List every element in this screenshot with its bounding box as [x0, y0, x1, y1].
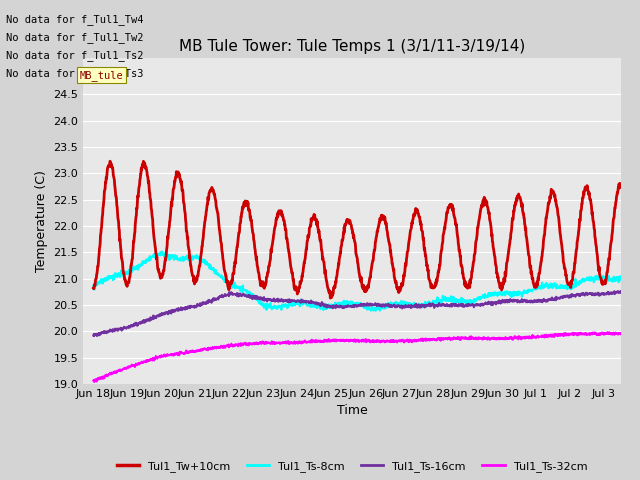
- Text: No data for f_Tul1_Tw2: No data for f_Tul1_Tw2: [6, 32, 144, 43]
- X-axis label: Time: Time: [337, 405, 367, 418]
- Text: No data for f_Tul1_Ts2: No data for f_Tul1_Ts2: [6, 50, 144, 61]
- Text: No data for f_Tul1_Tw4: No data for f_Tul1_Tw4: [6, 13, 144, 24]
- Y-axis label: Temperature (C): Temperature (C): [35, 170, 48, 272]
- Text: No data for f_Tul1_Ts3: No data for f_Tul1_Ts3: [6, 68, 144, 79]
- Legend: Tul1_Tw+10cm, Tul1_Ts-8cm, Tul1_Ts-16cm, Tul1_Ts-32cm: Tul1_Tw+10cm, Tul1_Ts-8cm, Tul1_Ts-16cm,…: [113, 456, 591, 476]
- Text: MB_tule: MB_tule: [80, 70, 124, 81]
- Title: MB Tule Tower: Tule Temps 1 (3/1/11-3/19/14): MB Tule Tower: Tule Temps 1 (3/1/11-3/19…: [179, 39, 525, 54]
